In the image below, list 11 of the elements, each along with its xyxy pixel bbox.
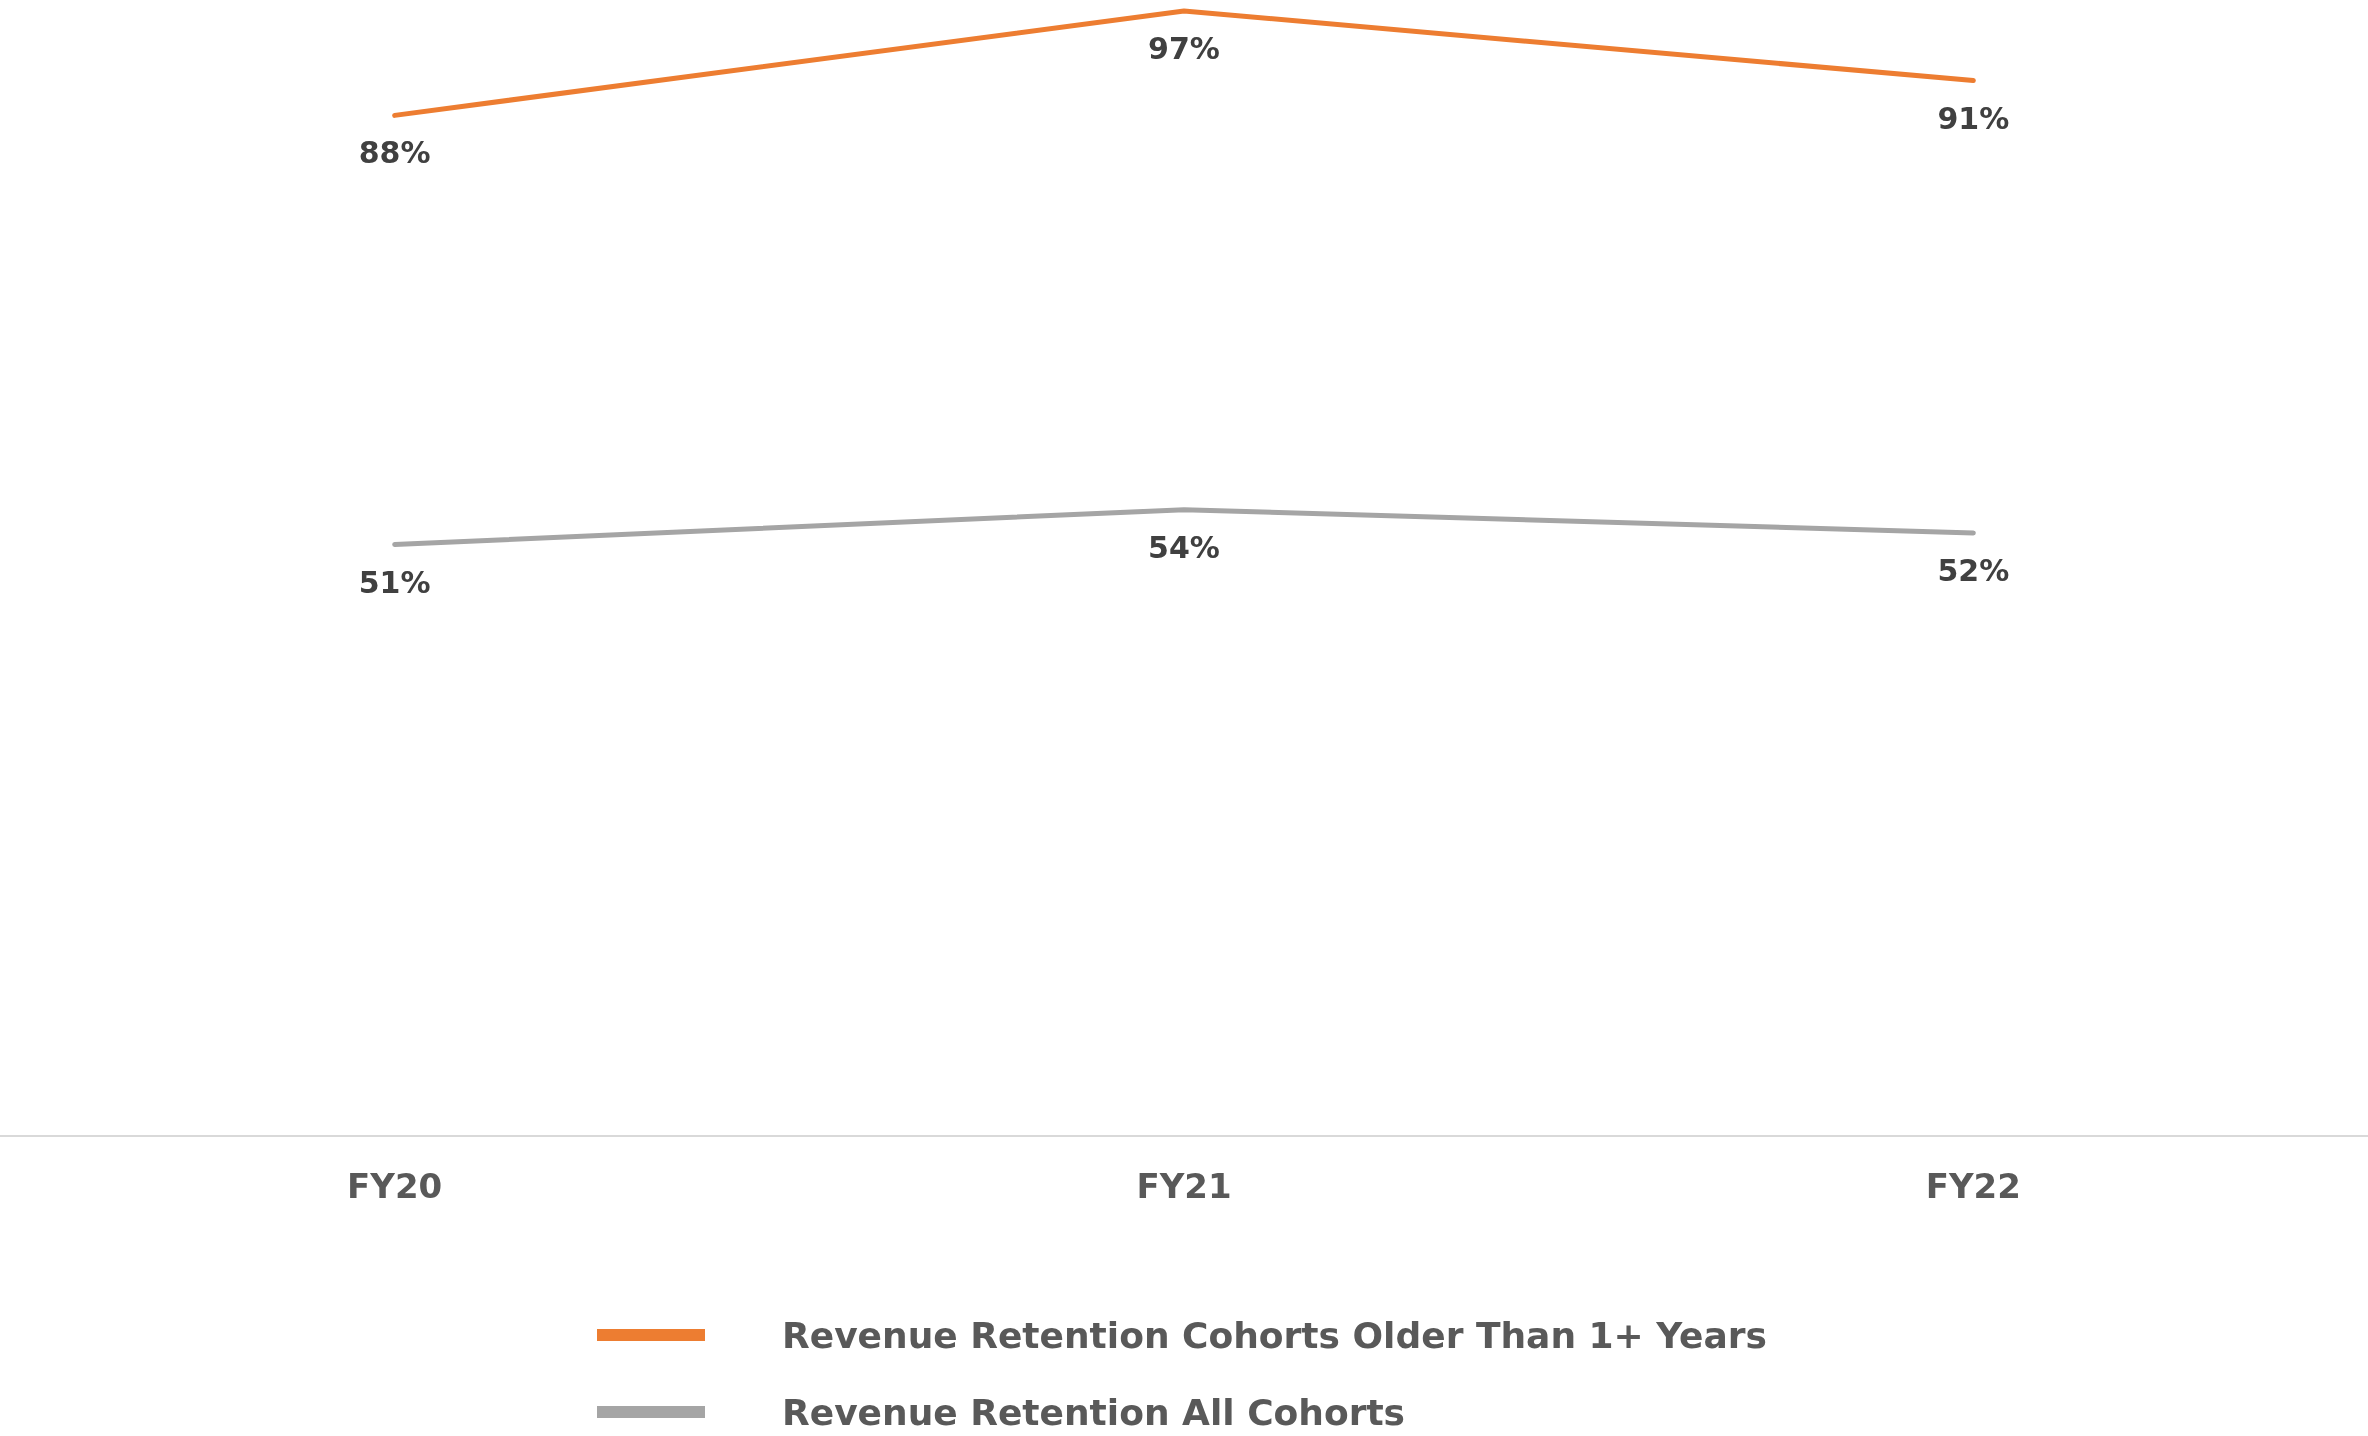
- data-label: 54%: [1148, 529, 1220, 565]
- data-label: 97%: [1148, 31, 1220, 66]
- legend-label: Revenue Retention Cohorts Older Than 1+ Years: [782, 1315, 1767, 1356]
- data-label: 88%: [358, 135, 431, 171]
- data-label: 91%: [1937, 100, 2010, 136]
- x-tick-label: FY22: [1925, 1166, 2021, 1206]
- data-label: 51%: [358, 564, 431, 600]
- data-label: 52%: [1937, 552, 2010, 588]
- x-tick-label: FY21: [1136, 1166, 1232, 1206]
- legend-label: Revenue Retention All Cohorts: [782, 1392, 1406, 1433]
- x-tick-label: FY20: [347, 1166, 443, 1206]
